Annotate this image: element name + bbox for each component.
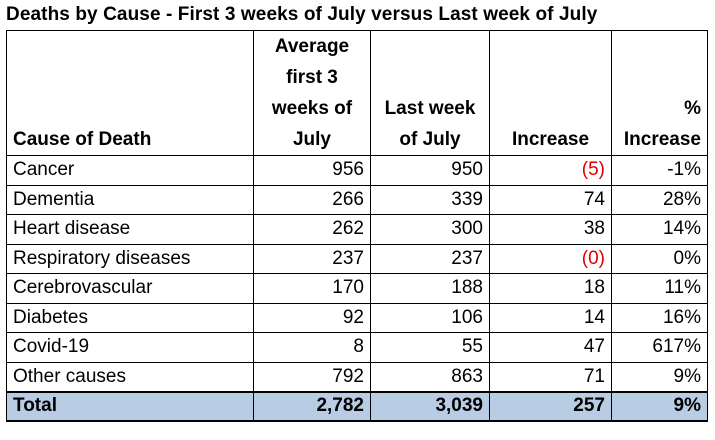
increase-cell: 18: [489, 273, 612, 304]
last-week-cell: 237: [370, 243, 490, 274]
average-cell: 170: [253, 273, 371, 304]
table-body: Cancer 956 950 (5) -1% Dementia 266 339 74 28% Hea…: [6, 155, 708, 392]
total-increase: 257: [489, 390, 612, 422]
last-week-cell: 106: [370, 302, 490, 333]
header-cause: Cause of Death: [6, 30, 254, 156]
total-label: Total: [6, 390, 254, 422]
average-cell: 792: [253, 361, 371, 392]
average-cell: 237: [253, 243, 371, 274]
increase-cell: 38: [489, 214, 612, 245]
last-week-cell: 950: [370, 155, 490, 186]
total-pct-increase: 9%: [611, 390, 708, 422]
table-row: Heart disease 262 300 38 14%: [6, 214, 708, 245]
table-row: Other causes 792 863 71 9%: [6, 361, 708, 392]
last-week-cell: 188: [370, 273, 490, 304]
increase-cell: (5): [489, 155, 612, 186]
increase-cell: 74: [489, 184, 612, 215]
pct-increase-cell: -1%: [611, 155, 708, 186]
cause-cell: Other causes: [6, 361, 254, 392]
increase-cell: (0): [489, 243, 612, 274]
deaths-table: Cause of Death Average first 3 weeks of …: [6, 30, 708, 422]
header-average-line: Average: [274, 36, 350, 57]
header-pct-line: %: [684, 98, 701, 119]
cause-cell: Diabetes: [6, 302, 254, 333]
pct-increase-cell: 9%: [611, 361, 708, 392]
header-last-week-line: Last week: [384, 98, 476, 119]
cause-cell: Respiratory diseases: [6, 243, 254, 274]
table-row: Cancer 956 950 (5) -1%: [6, 155, 708, 186]
total-average: 2,782: [253, 390, 371, 422]
last-week-cell: 863: [370, 361, 490, 392]
cause-cell: Heart disease: [6, 214, 254, 245]
cause-cell: Cancer: [6, 155, 254, 186]
total-row: Total 2,782 3,039 257 9%: [6, 390, 708, 422]
table-row: Respiratory diseases 237 237 (0) 0%: [6, 243, 708, 274]
table-row: Covid-19 8 55 47 617%: [6, 332, 708, 363]
pct-increase-cell: 11%: [611, 273, 708, 304]
average-cell: 262: [253, 214, 371, 245]
table-title: Deaths by Cause - First 3 weeks of July …: [6, 4, 598, 25]
pct-increase-cell: 14%: [611, 214, 708, 245]
pct-increase-cell: 0%: [611, 243, 708, 274]
pct-increase-cell: 617%: [611, 332, 708, 363]
average-cell: 266: [253, 184, 371, 215]
table-row: Dementia 266 339 74 28%: [6, 184, 708, 215]
average-cell: 92: [253, 302, 371, 333]
last-week-cell: 55: [370, 332, 490, 363]
header-average: Average first 3 weeks of July: [253, 30, 371, 156]
increase-cell: 14: [489, 302, 612, 333]
average-cell: 956: [253, 155, 371, 186]
last-week-cell: 300: [370, 214, 490, 245]
header-average-line: July: [292, 129, 332, 150]
pct-increase-cell: 16%: [611, 302, 708, 333]
increase-cell: 71: [489, 361, 612, 392]
cause-cell: Dementia: [6, 184, 254, 215]
header-average-line: weeks of: [271, 98, 353, 119]
cause-cell: Cerebrovascular: [6, 273, 254, 304]
table-row: Cerebrovascular 170 188 18 11%: [6, 273, 708, 304]
header-last-week-line: of July: [399, 129, 461, 150]
average-cell: 8: [253, 332, 371, 363]
pct-increase-cell: 28%: [611, 184, 708, 215]
table-row: Diabetes 92 106 14 16%: [6, 302, 708, 333]
last-week-cell: 339: [370, 184, 490, 215]
header-row: Cause of Death Average first 3 weeks of …: [6, 30, 708, 156]
header-last-week: Last week of July: [370, 30, 490, 156]
total-last-week: 3,039: [370, 390, 490, 422]
header-average-line: first 3: [286, 67, 338, 88]
header-pct-line: Increase: [623, 129, 701, 150]
cause-cell: Covid-19: [6, 332, 254, 363]
increase-cell: 47: [489, 332, 612, 363]
header-pct-increase: % Increase: [611, 30, 708, 156]
header-increase: Increase: [489, 30, 612, 156]
